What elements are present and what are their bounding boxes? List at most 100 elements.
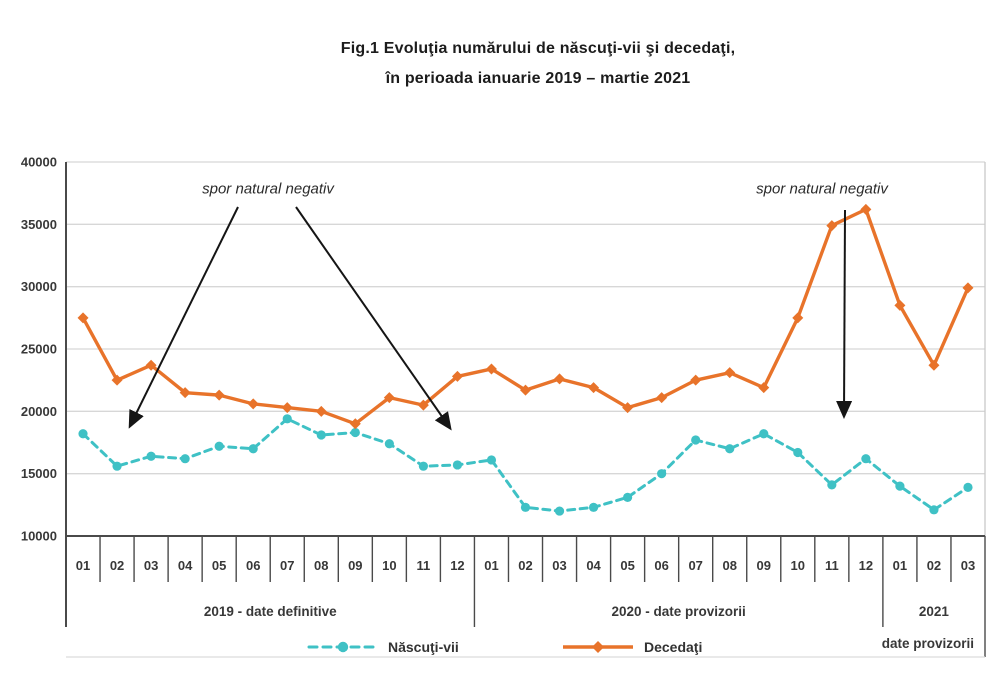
x-tick-label: 05	[620, 558, 634, 573]
data-point-nascuti-vii	[418, 461, 428, 471]
data-point-nascuti-vii	[759, 429, 769, 439]
year-group-label: 2021	[919, 604, 950, 619]
legend-swatch-nascuti-vii-icon	[307, 641, 379, 653]
data-point-decedati	[622, 402, 634, 414]
data-point-nascuti-vii	[282, 414, 292, 424]
annotation-arrow	[128, 206, 239, 429]
x-tick-label: 05	[212, 558, 226, 573]
data-point-decedati	[247, 398, 259, 410]
data-point-decedati	[690, 374, 702, 386]
data-point-nascuti-vii	[588, 502, 599, 512]
x-tick-label: 10	[791, 558, 805, 573]
x-tick-label: 02	[518, 558, 532, 573]
data-point-decedati	[724, 367, 736, 379]
annotation-arrow	[836, 209, 853, 419]
data-point-nascuti-vii	[725, 444, 735, 454]
x-tick-label: 09	[348, 558, 362, 573]
x-tick-label: 09	[757, 558, 771, 573]
figure-title: Fig.1 Evoluţia numărului de născuţi-vii …	[76, 34, 1000, 94]
x-tick-label: 02	[927, 558, 941, 573]
data-point-decedati	[111, 374, 123, 386]
data-point-nascuti-vii	[895, 481, 905, 491]
data-point-decedati	[349, 418, 361, 430]
data-point-nascuti-vii	[929, 505, 939, 515]
annotation-spor-natural-negativ-2: spor natural negativ	[756, 180, 888, 198]
legend-label-nascuti-vii: Născuţi-vii	[388, 639, 459, 655]
data-point-decedati	[145, 359, 157, 371]
y-tick-label: 20000	[21, 404, 57, 419]
data-point-nascuti-vii	[146, 451, 156, 461]
x-tick-label: 08	[722, 558, 736, 573]
y-tick-label: 30000	[21, 279, 57, 294]
data-point-decedati	[281, 402, 293, 414]
data-point-decedati	[554, 373, 566, 385]
annotation-arrow	[295, 206, 452, 431]
data-point-decedati	[213, 389, 225, 401]
y-tick-label: 10000	[21, 529, 57, 544]
data-point-decedati	[928, 359, 940, 371]
data-point-nascuti-vii	[452, 460, 463, 470]
data-point-decedati	[962, 282, 974, 294]
x-tick-label: 02	[110, 558, 124, 573]
x-tick-label: 03	[552, 558, 566, 573]
figure-title-line2: în perioada ianuarie 2019 – martie 2021	[385, 70, 691, 87]
legend-label-decedati: Decedaţi	[644, 639, 703, 655]
x-tick-label: 07	[688, 558, 702, 573]
x-tick-label: 06	[246, 558, 260, 573]
x-tick-label: 07	[280, 558, 294, 573]
series-line-nascuti-vii	[81, 417, 970, 513]
x-tick-label: 11	[825, 558, 839, 573]
x-tick-label: 06	[654, 558, 668, 573]
year-group-label: 2019 - date definitive	[204, 604, 337, 619]
x-tick-label: 10	[382, 558, 396, 573]
data-point-nascuti-vii	[214, 441, 224, 451]
year-group-label: 2020 - date provizorii	[612, 604, 746, 619]
data-point-nascuti-vii	[520, 502, 531, 512]
data-point-nascuti-vii	[554, 506, 565, 516]
data-point-nascuti-vii	[384, 439, 394, 449]
data-point-decedati	[860, 203, 872, 215]
data-point-decedati	[656, 392, 668, 404]
data-point-decedati	[520, 384, 531, 396]
data-point-decedati	[383, 392, 395, 404]
x-tick-label: 04	[586, 558, 601, 573]
x-tick-label: 12	[859, 558, 873, 573]
y-tick-label: 25000	[21, 342, 57, 357]
data-point-nascuti-vii	[180, 454, 190, 464]
data-point-nascuti-vii	[486, 455, 497, 465]
data-point-decedati	[826, 220, 838, 232]
x-tick-label: 01	[484, 558, 498, 573]
x-tick-label: 04	[178, 558, 193, 573]
y-tick-label: 35000	[21, 217, 57, 232]
data-point-nascuti-vii	[623, 492, 633, 502]
data-point-decedati	[485, 363, 497, 375]
data-point-nascuti-vii	[861, 454, 871, 464]
x-tick-label: 12	[450, 558, 464, 573]
data-point-nascuti-vii	[350, 427, 360, 438]
data-point-decedati	[417, 399, 429, 411]
x-tick-label: 08	[314, 558, 328, 573]
data-point-decedati	[179, 387, 191, 399]
x-tick-label: 03	[961, 558, 975, 573]
legend-swatch-decedati-icon	[563, 641, 633, 653]
data-point-nascuti-vii	[691, 435, 701, 445]
figure-title-line1: Fig.1 Evoluţia numărului de născuţi-vii …	[340, 40, 736, 57]
data-point-nascuti-vii	[827, 480, 837, 490]
data-point-nascuti-vii	[963, 482, 973, 492]
data-point-decedati	[894, 299, 906, 311]
data-point-nascuti-vii	[316, 430, 326, 440]
data-point-decedati	[588, 382, 600, 394]
y-tick-label: 40000	[21, 155, 57, 170]
x-tick-label: 01	[893, 558, 907, 573]
legend-item-nascuti-vii: Născuţi-vii	[306, 639, 459, 655]
data-point-nascuti-vii	[248, 444, 258, 454]
year-2021-sublabel: date provizorii	[881, 636, 974, 651]
x-tick-label: 11	[417, 558, 431, 573]
y-tick-label: 15000	[21, 466, 57, 481]
data-point-decedati	[77, 312, 89, 324]
data-point-decedati	[315, 405, 327, 417]
data-point-nascuti-vii	[112, 461, 122, 471]
data-point-nascuti-vii	[657, 469, 667, 479]
